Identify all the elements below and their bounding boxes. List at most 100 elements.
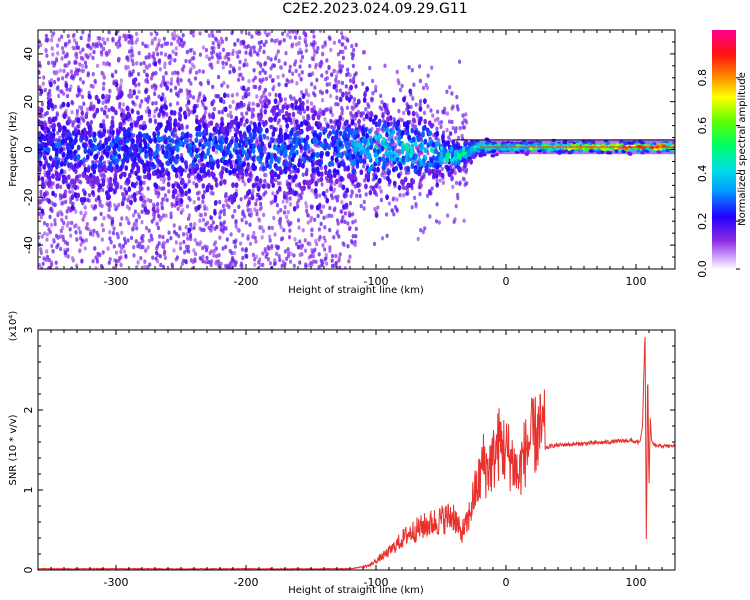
noise-dot	[204, 248, 209, 253]
noise-dot	[345, 105, 349, 111]
noise-dot	[298, 35, 302, 41]
noise-dot	[229, 265, 233, 269]
noise-dot	[334, 253, 338, 259]
noise-dot	[289, 251, 293, 256]
noise-dot	[195, 191, 199, 196]
noise-dot	[338, 88, 343, 93]
noise-dot	[39, 199, 43, 204]
noise-dot	[355, 193, 359, 198]
noise-dot	[163, 240, 167, 246]
noise-dot	[176, 76, 180, 82]
noise-dot	[462, 218, 466, 223]
noise-dot	[245, 62, 249, 67]
noise-dot	[215, 224, 219, 230]
noise-dot	[243, 58, 248, 63]
noise-dot	[82, 118, 86, 123]
noise-dot	[303, 37, 307, 42]
noise-dot	[217, 74, 221, 80]
noise-dot	[137, 241, 141, 246]
noise-dot	[295, 241, 299, 247]
noise-dot	[201, 217, 206, 223]
noise-dot	[55, 244, 59, 250]
noise-dot	[341, 55, 345, 61]
noise-dot	[322, 215, 326, 220]
noise-dot	[99, 211, 103, 217]
noise-dot	[266, 257, 270, 262]
noise-dot	[121, 191, 125, 197]
noise-dot	[431, 113, 435, 118]
noise-dot	[83, 60, 88, 65]
noise-dot	[165, 41, 170, 46]
noise-dot	[169, 81, 173, 86]
noise-dot	[239, 261, 244, 266]
noise-dot	[137, 71, 141, 77]
noise-dot	[228, 104, 232, 109]
noise-dot	[144, 78, 148, 84]
noise-dot	[348, 226, 352, 232]
noise-dot	[351, 55, 355, 61]
noise-dot	[268, 74, 272, 79]
noise-dot	[278, 218, 282, 224]
noise-dot	[77, 45, 81, 50]
noise-dot	[167, 189, 171, 194]
noise-dot	[387, 201, 391, 206]
noise-dot	[193, 238, 197, 243]
noise-dot	[180, 67, 184, 72]
noise-dot	[224, 193, 228, 198]
noise-dot	[225, 237, 229, 242]
noise-dot	[253, 257, 257, 262]
noise-dot	[318, 107, 322, 113]
noise-dot	[325, 188, 329, 193]
noise-dot	[340, 42, 344, 47]
noise-dot	[221, 203, 226, 209]
noise-dot	[108, 88, 112, 94]
noise-dot	[207, 225, 211, 231]
signal-dot	[40, 208, 45, 215]
noise-dot	[226, 84, 230, 89]
noise-dot	[348, 201, 352, 206]
noise-dot	[335, 88, 339, 93]
noise-dot	[97, 252, 101, 257]
signal-dot	[345, 187, 350, 194]
noise-dot	[55, 266, 59, 269]
noise-dot	[350, 51, 354, 57]
noise-dot	[205, 54, 209, 59]
noise-dot	[287, 250, 291, 256]
noise-dot	[316, 213, 320, 219]
noise-dot	[230, 93, 235, 98]
noise-dot	[352, 241, 356, 246]
noise-dot	[182, 239, 186, 245]
noise-dot	[94, 266, 98, 269]
noise-dot	[77, 226, 81, 231]
noise-dot	[269, 124, 273, 130]
noise-dot	[45, 222, 49, 228]
noise-dot	[82, 101, 86, 107]
noise-dot	[84, 225, 88, 231]
noise-dot	[89, 83, 93, 89]
noise-dot	[124, 66, 128, 71]
noise-dot	[325, 261, 329, 266]
noise-dot	[259, 79, 263, 84]
noise-dot	[101, 187, 105, 193]
noise-dot	[207, 33, 211, 38]
noise-dot	[140, 99, 144, 104]
noise-dot	[184, 244, 189, 249]
noise-dot	[258, 166, 263, 172]
noise-dot	[91, 72, 95, 77]
noise-dot	[51, 181, 55, 186]
noise-dot	[79, 180, 83, 185]
noise-dot	[465, 181, 469, 186]
noise-dot	[88, 52, 92, 57]
noise-dot	[53, 104, 58, 109]
noise-dot	[221, 47, 226, 52]
noise-dot	[61, 225, 65, 231]
noise-dot	[181, 208, 185, 213]
noise-dot	[84, 238, 88, 243]
noise-dot	[285, 33, 289, 38]
noise-dot	[350, 239, 354, 244]
noise-dot	[162, 251, 167, 257]
noise-dot	[211, 33, 215, 38]
noise-dot	[102, 216, 106, 221]
noise-dot	[277, 58, 281, 64]
noise-dot	[139, 245, 143, 250]
